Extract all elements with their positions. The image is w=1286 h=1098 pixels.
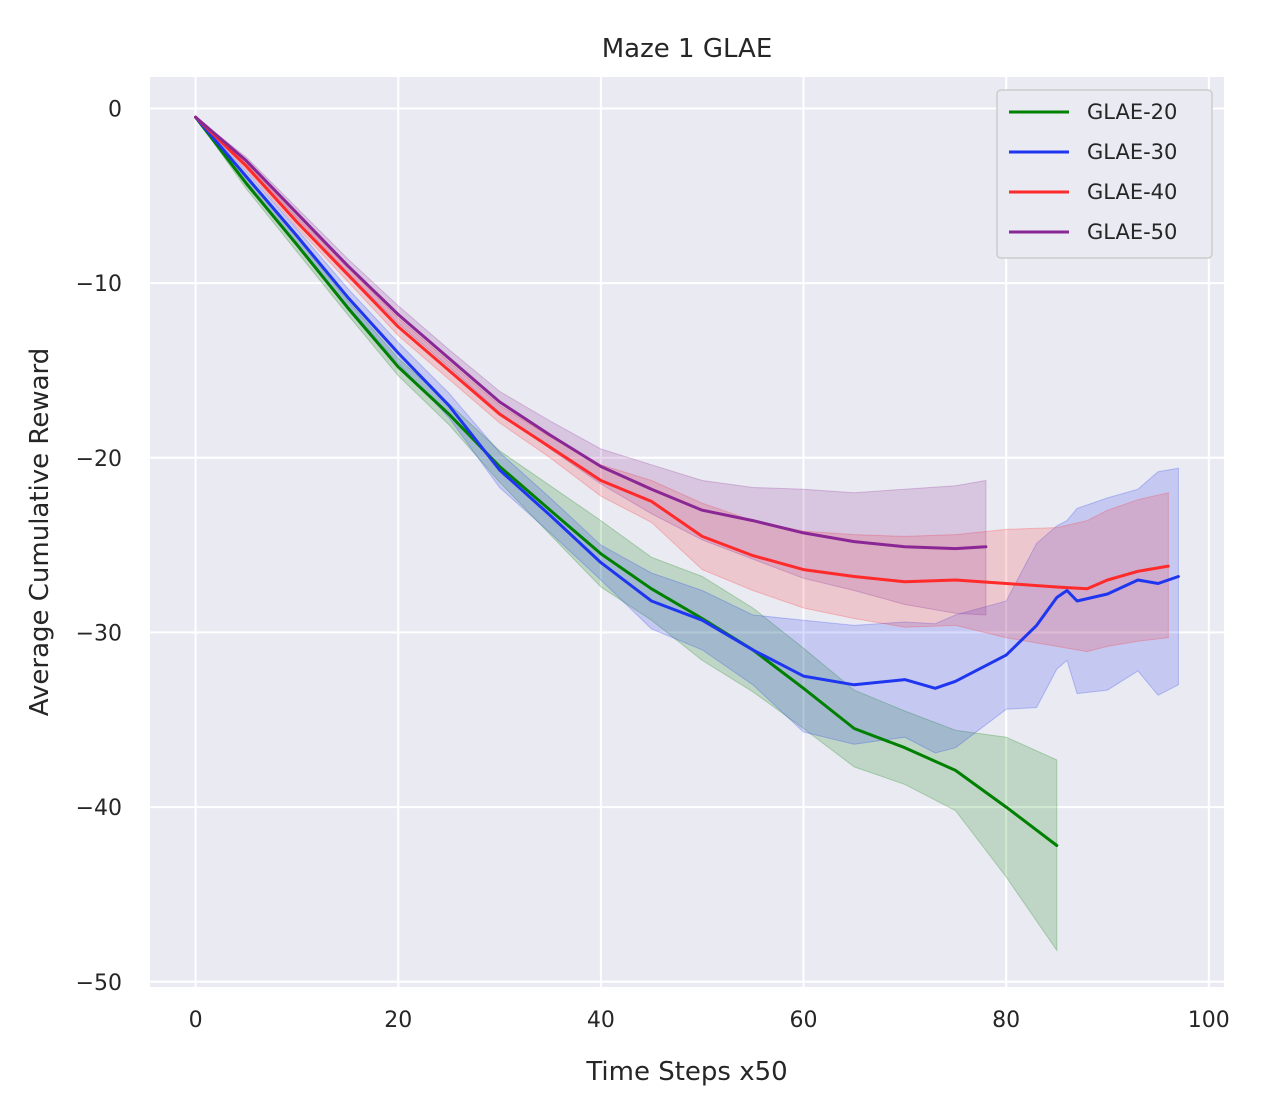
y-axis-label: Average Cumulative Reward	[25, 348, 55, 717]
glae-20-line	[194, 115, 1059, 847]
glae-40-legend-label: GLAE-40	[1087, 180, 1177, 204]
chart-title: Maze 1 GLAE	[602, 34, 773, 64]
x-tick-label: 100	[1188, 1008, 1230, 1033]
glae-30-line	[194, 115, 1180, 690]
glae-20-legend-label: GLAE-20	[1087, 100, 1177, 124]
legend-box	[996, 89, 1213, 259]
y-tick-label: −40	[76, 796, 122, 821]
glae-20-band	[195, 116, 1058, 952]
x-tick-label: 40	[587, 1008, 615, 1033]
glae-50-legend-label: GLAE-50	[1087, 220, 1177, 244]
x-tick-label: 60	[790, 1008, 818, 1033]
y-tick-label: −50	[76, 971, 122, 996]
glae-30-legend-label: GLAE-30	[1087, 140, 1177, 164]
series-lines	[194, 115, 1180, 847]
glae-50-line	[194, 115, 988, 551]
x-axis-label: Time Steps x50	[585, 1057, 787, 1087]
x-tick-label: 0	[189, 1008, 203, 1033]
y-tick-label: −10	[76, 272, 122, 297]
y-tick-label: −20	[76, 447, 122, 472]
y-tick-label: 0	[108, 97, 122, 122]
y-tick-labels: 0 −10 −20 −30 −40 −50	[76, 97, 122, 995]
x-tick-label: 80	[992, 1008, 1020, 1033]
x-tick-labels: 0 20 40 60 80 100	[189, 1008, 1230, 1033]
x-tick-label: 20	[384, 1008, 412, 1033]
y-tick-label: −30	[76, 621, 122, 646]
glae-40-line	[194, 115, 1170, 591]
legend: GLAE-20 GLAE-30 GLAE-40 GLAE-50	[996, 89, 1213, 259]
